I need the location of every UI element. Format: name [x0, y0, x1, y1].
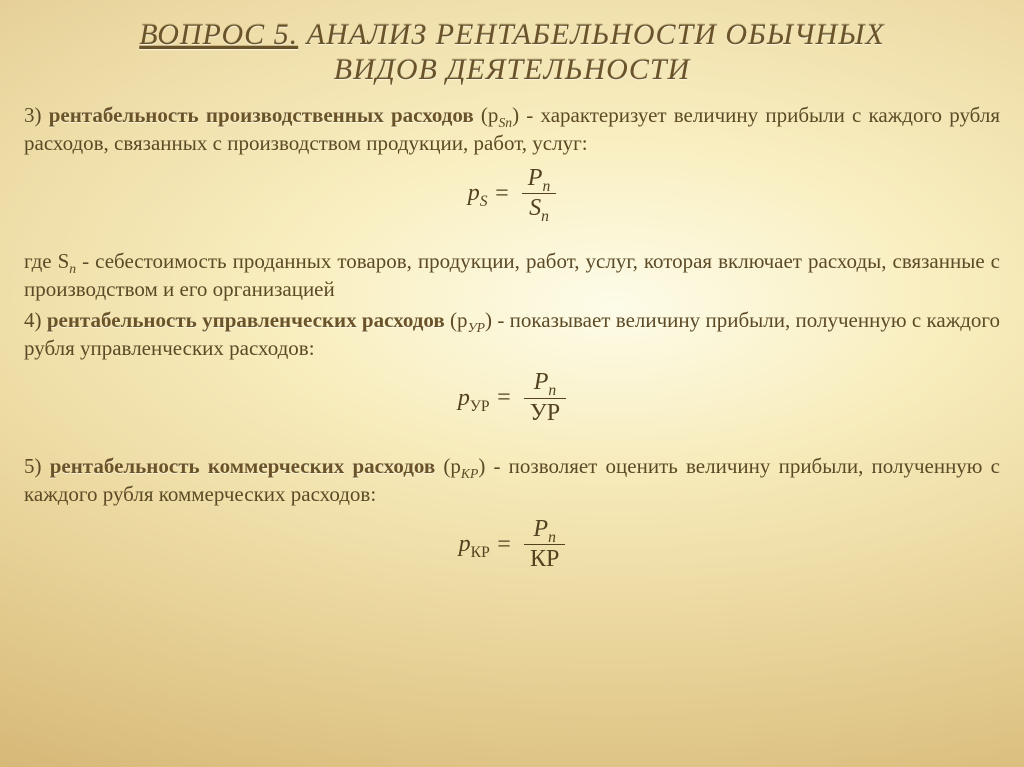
- formula-5: pКР = Pn КР: [24, 517, 1000, 572]
- slide: ВОПРОС 5. АНАЛИЗ РЕНТАБЕЛЬНОСТИ ОБЫЧНЫХ …: [0, 0, 1024, 767]
- formula-5-numerator: Pn: [524, 517, 565, 545]
- formula-4-eq: =: [490, 385, 518, 411]
- item-5: 5) рентабельность коммерческих расходов …: [24, 452, 1000, 509]
- item-4-term: рентабельность управленческих расходов: [47, 308, 445, 332]
- formula-5-fraction: Pn КР: [524, 517, 565, 572]
- formula-3-fraction: Pn Sn: [522, 166, 556, 221]
- slide-body: 3) рентабельность производственных расхо…: [24, 101, 1000, 572]
- title-line-2: ВИДОВ ДЕЯТЕЛЬНОСТИ: [334, 53, 690, 86]
- formula-4: pУР = Pn УР: [24, 370, 1000, 425]
- item-3-term: рентабельность производственных расходов: [49, 103, 474, 127]
- formula-4-denominator: УР: [524, 399, 566, 426]
- item-5-term: рентабельность коммерческих расходов: [50, 454, 436, 478]
- formula-5-denominator: КР: [524, 545, 565, 572]
- formula-3-lhs: pS: [468, 180, 488, 206]
- formula-4-numerator: Pn: [524, 370, 566, 398]
- formula-5-eq: =: [490, 531, 518, 557]
- item-4-number: 4): [24, 308, 47, 332]
- formula-4-fraction: Pn УР: [524, 370, 566, 425]
- slide-title: ВОПРОС 5. АНАЛИЗ РЕНТАБЕЛЬНОСТИ ОБЫЧНЫХ …: [24, 18, 1000, 87]
- formula-5-lhs: pКР: [459, 531, 490, 557]
- formula-3-eq: =: [488, 180, 516, 206]
- formula-4-lhs: pУР: [458, 385, 490, 411]
- formula-3-denominator: Sn: [522, 194, 556, 221]
- formula-3-numerator: Pn: [522, 166, 556, 194]
- item-3-number: 3): [24, 103, 49, 127]
- item-5-number: 5): [24, 454, 50, 478]
- formula-3: pS = Pn Sn: [24, 166, 1000, 221]
- item-3: 3) рентабельность производственных расхо…: [24, 101, 1000, 158]
- item-4: 4) рентабельность управленческих расходо…: [24, 306, 1000, 363]
- where-3: где Sп - себестоимость проданных товаров…: [24, 247, 1000, 304]
- title-rest-1: АНАЛИЗ РЕНТАБЕЛЬНОСТИ ОБЫЧНЫХ: [298, 18, 885, 51]
- title-question: ВОПРОС 5.: [139, 18, 298, 51]
